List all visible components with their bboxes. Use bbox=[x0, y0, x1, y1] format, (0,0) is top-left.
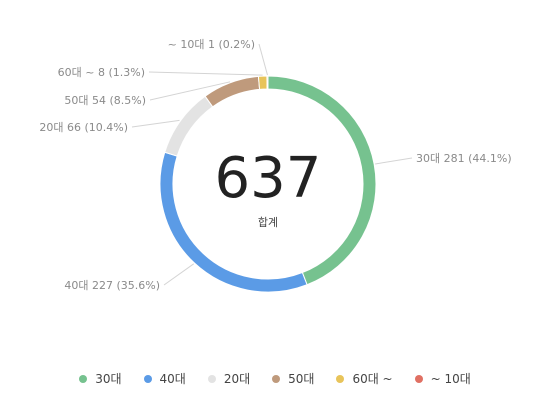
legend-swatch bbox=[272, 374, 281, 383]
slice-label-5: 60대 ~ 8 (1.3%) bbox=[58, 66, 145, 79]
slice-label-1: 30대 281 (44.1%) bbox=[416, 152, 512, 165]
total-value: 637 bbox=[214, 146, 322, 211]
leader-line-6 bbox=[258, 43, 268, 76]
slice-6[interactable] bbox=[266, 75, 269, 90]
legend: 30대 40대 20대 50대 60대 ~ ~ 10대 bbox=[0, 370, 550, 387]
leader-line-1 bbox=[375, 157, 413, 165]
legend-swatch bbox=[336, 374, 345, 383]
leader-line-5 bbox=[148, 71, 263, 76]
legend-label: 30대 bbox=[95, 372, 122, 386]
slice-5[interactable] bbox=[257, 75, 268, 90]
leader-line-3 bbox=[131, 119, 180, 128]
slice-label-6: ~ 10대 1 (0.2%) bbox=[168, 38, 255, 51]
legend-label: 40대 bbox=[159, 372, 186, 386]
legend-swatch bbox=[143, 374, 152, 383]
legend-swatch bbox=[207, 374, 216, 383]
legend-item-6[interactable]: ~ 10대 bbox=[414, 370, 471, 387]
legend-label: 60대 ~ bbox=[352, 372, 393, 386]
leader-line-4 bbox=[149, 81, 231, 101]
legend-item-2[interactable]: 40대 bbox=[143, 370, 186, 387]
legend-swatch bbox=[414, 374, 423, 383]
slice-label-2: 40대 227 (35.6%) bbox=[64, 279, 160, 292]
legend-item-5[interactable]: 60대 ~ bbox=[336, 370, 393, 387]
legend-item-3[interactable]: 20대 bbox=[207, 370, 251, 387]
slice-4[interactable] bbox=[204, 75, 261, 108]
legend-label: ~ 10대 bbox=[430, 372, 471, 386]
total-label: 합계 bbox=[257, 216, 279, 229]
legend-swatch bbox=[79, 374, 88, 383]
legend-label: 50대 bbox=[288, 372, 315, 386]
legend-label: 20대 bbox=[223, 372, 251, 386]
leader-line-2 bbox=[163, 263, 195, 286]
slice-label-4: 50대 54 (8.5%) bbox=[64, 94, 146, 107]
legend-item-4[interactable]: 50대 bbox=[272, 370, 314, 387]
legend-item-1[interactable]: 30대 bbox=[79, 370, 122, 387]
slice-label-3: 20대 66 (10.4%) bbox=[39, 121, 128, 134]
